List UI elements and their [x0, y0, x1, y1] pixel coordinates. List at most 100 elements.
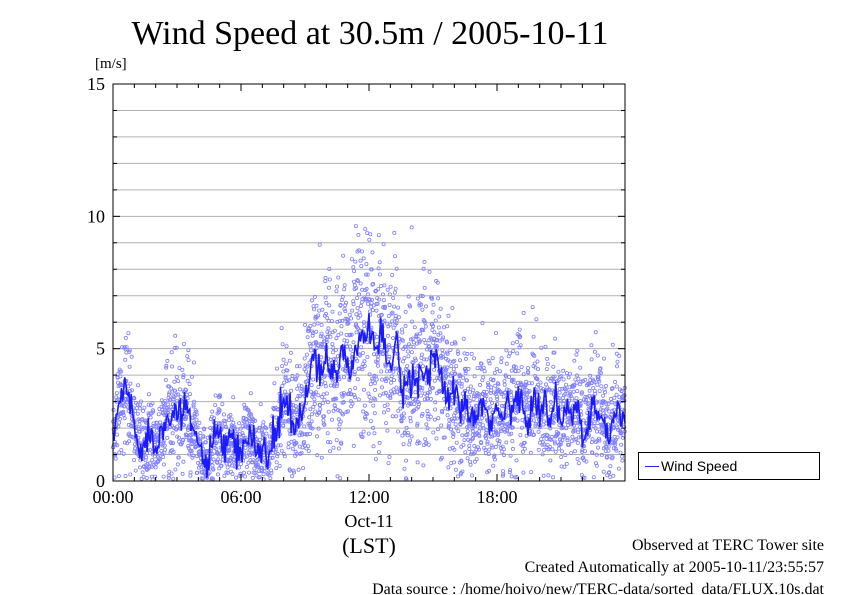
data-point [416, 399, 421, 404]
data-point [385, 393, 390, 398]
data-point [432, 417, 437, 422]
data-point [280, 342, 285, 347]
data-point [406, 294, 411, 299]
data-point [274, 466, 279, 471]
data-point [458, 472, 463, 477]
data-point [604, 444, 609, 449]
data-point [601, 393, 606, 398]
data-point [345, 338, 350, 343]
data-point [455, 474, 460, 479]
data-point [355, 306, 360, 311]
data-point [580, 390, 585, 395]
data-point [281, 423, 286, 428]
data-point [159, 404, 164, 409]
data-point [536, 367, 541, 372]
data-point [140, 416, 145, 421]
data-point [294, 451, 299, 456]
data-point [172, 379, 177, 384]
data-point [462, 438, 467, 443]
data-point [183, 387, 188, 392]
data-point [345, 320, 350, 325]
data-point [448, 381, 453, 386]
data-point [604, 414, 609, 419]
data-point [541, 473, 546, 478]
data-point [275, 454, 280, 459]
data-point [441, 325, 446, 330]
data-point [593, 417, 598, 422]
data-point [195, 425, 200, 430]
data-point [166, 392, 171, 397]
data-point [594, 452, 599, 457]
data-point [163, 399, 168, 404]
data-point [175, 424, 180, 429]
data-point [456, 429, 461, 434]
data-point [413, 396, 418, 401]
data-point [608, 464, 613, 469]
data-point [322, 397, 327, 402]
data-point [454, 416, 459, 421]
data-point [472, 459, 477, 464]
data-point [342, 287, 347, 292]
data-point [504, 440, 509, 445]
data-point [311, 307, 316, 312]
data-point [497, 369, 502, 374]
data-point [481, 426, 486, 431]
data-point [314, 329, 319, 334]
data-point [522, 446, 527, 451]
data-point [387, 344, 392, 349]
data-point [355, 377, 360, 382]
data-point [257, 474, 262, 479]
data-point [576, 430, 581, 435]
data-point [372, 431, 377, 436]
data-point [363, 411, 368, 416]
data-point [521, 310, 526, 315]
data-point [403, 323, 408, 328]
data-point [372, 381, 377, 386]
data-point [508, 468, 513, 473]
data-point [324, 391, 329, 396]
data-point [352, 392, 357, 397]
data-point [603, 440, 608, 445]
data-point [316, 384, 321, 389]
data-point [127, 439, 132, 444]
data-point [426, 417, 431, 422]
data-point [522, 391, 527, 396]
data-point [492, 457, 497, 462]
data-point [365, 292, 370, 297]
data-point [137, 422, 142, 427]
data-point [424, 440, 429, 445]
data-point [619, 430, 624, 435]
data-point [330, 309, 335, 314]
data-point [361, 320, 366, 325]
data-point [260, 468, 265, 473]
data-point [403, 309, 408, 314]
data-point [380, 292, 385, 297]
data-point [141, 474, 146, 479]
data-point [463, 356, 468, 361]
data-point [495, 396, 500, 401]
data-point [225, 465, 230, 470]
data-point [129, 354, 134, 359]
data-point [610, 455, 615, 460]
data-point [185, 378, 190, 383]
data-point [388, 394, 393, 399]
data-point [499, 360, 504, 365]
data-point [250, 460, 255, 465]
data-point [273, 447, 278, 452]
data-point [343, 300, 348, 305]
data-point [605, 406, 610, 411]
data-point [362, 359, 367, 364]
data-point [556, 431, 561, 436]
data-point [377, 272, 382, 277]
data-point [352, 269, 357, 274]
data-point [308, 323, 313, 328]
data-point [609, 400, 614, 405]
data-point [433, 407, 438, 412]
data-point [445, 351, 450, 356]
data-point [284, 344, 289, 349]
data-point [565, 438, 570, 443]
data-point [129, 388, 134, 393]
data-point [490, 356, 495, 361]
data-point [385, 287, 390, 292]
data-point [346, 321, 351, 326]
